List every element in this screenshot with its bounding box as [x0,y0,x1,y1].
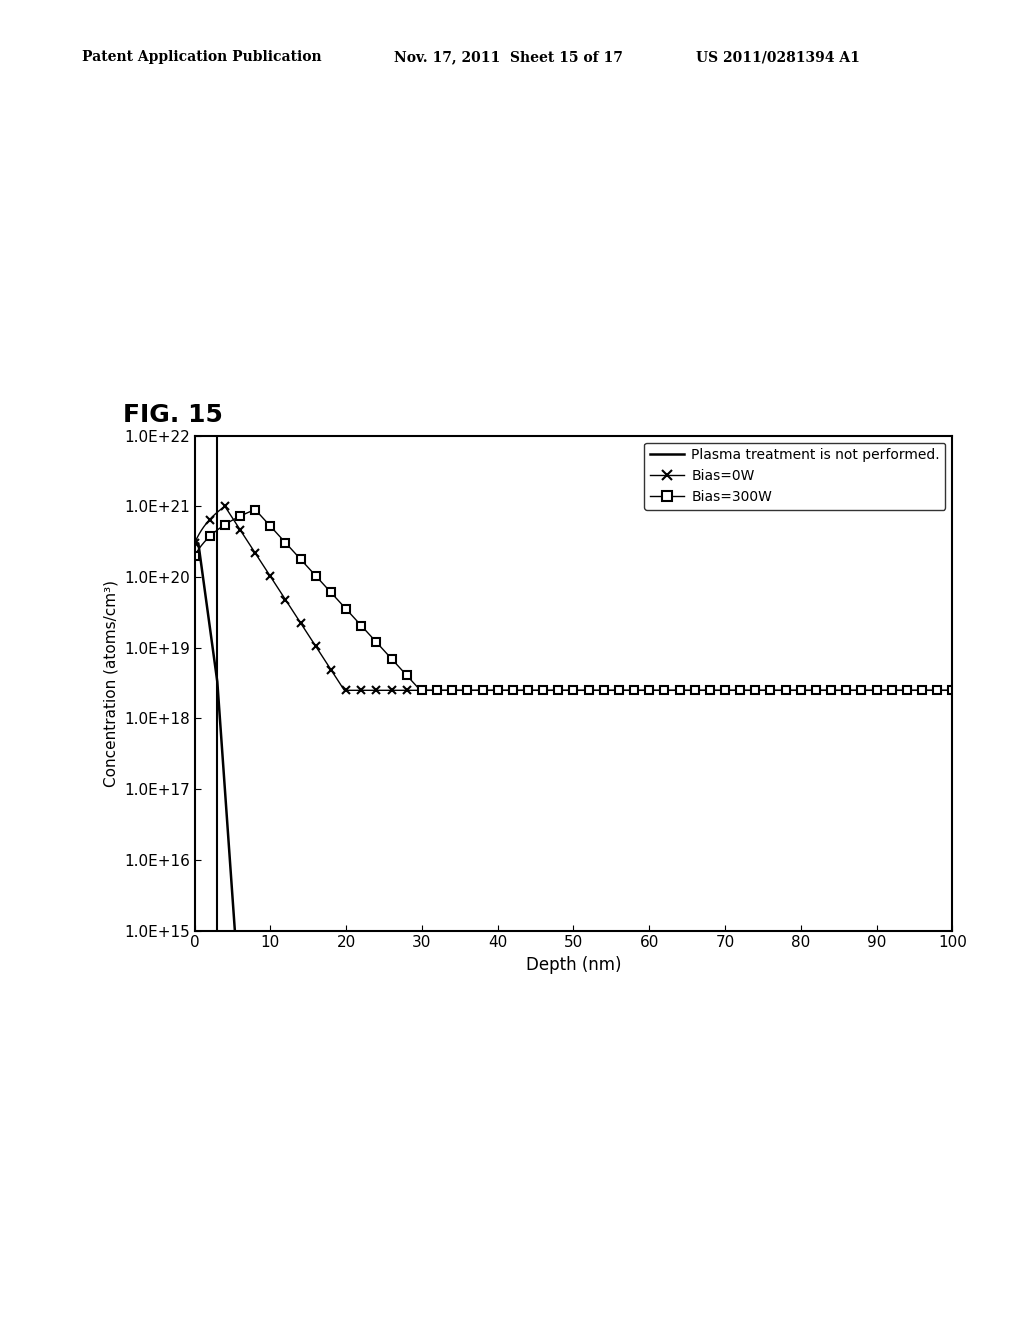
Legend: Plasma treatment is not performed., Bias=0W, Bias=300W: Plasma treatment is not performed., Bias… [644,442,945,510]
Text: FIG. 15: FIG. 15 [123,403,223,426]
Text: Nov. 17, 2011  Sheet 15 of 17: Nov. 17, 2011 Sheet 15 of 17 [394,50,624,65]
Text: Patent Application Publication: Patent Application Publication [82,50,322,65]
Text: US 2011/0281394 A1: US 2011/0281394 A1 [696,50,860,65]
X-axis label: Depth (nm): Depth (nm) [525,956,622,974]
Y-axis label: Concentration (atoms/cm³): Concentration (atoms/cm³) [103,579,118,787]
